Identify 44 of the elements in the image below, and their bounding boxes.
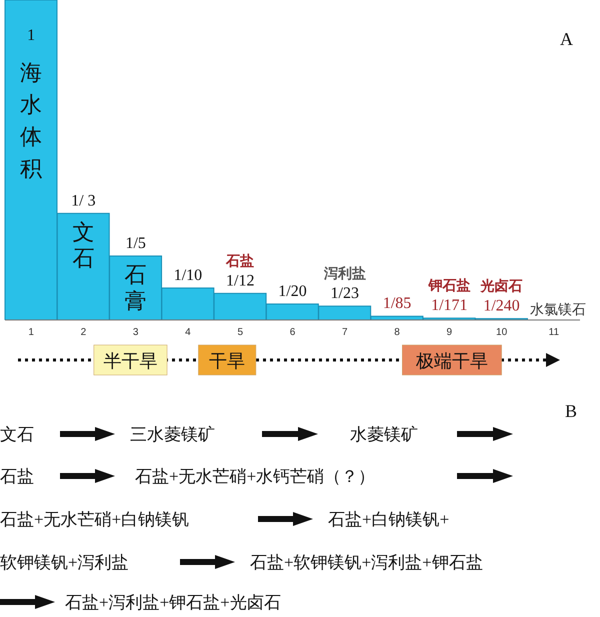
data-label: 1/12 [226, 272, 254, 290]
annotation: 石膏 [124, 262, 147, 313]
annotation: 钾石盐 [427, 278, 470, 294]
text: 水菱镁矿 [350, 425, 418, 444]
x-tick-label: 8 [394, 327, 400, 338]
text: 干旱 [209, 351, 246, 371]
data-label: 1/5 [125, 235, 146, 252]
data-label: 1/ 3 [71, 192, 96, 210]
text: B [565, 401, 578, 421]
text: 石盐+无水芒硝+白钠镁钒 [0, 510, 190, 529]
x-tick-label: 4 [185, 327, 192, 338]
text: 石盐 [0, 467, 34, 486]
text: 石盐+白钠镁钒+ [328, 510, 450, 529]
x-tick-label: 3 [132, 327, 139, 338]
x-tick-label: 7 [342, 327, 348, 338]
data-label: 1 [27, 27, 36, 44]
text: 石盐+无水芒硝+水钙芒硝（？） [135, 467, 376, 486]
annotation: 海水体积 [20, 60, 42, 181]
x-tick-label: 9 [446, 327, 453, 338]
data-label: 1/85 [382, 295, 412, 312]
annotation: A [560, 29, 573, 49]
text: 石盐+泻利盐+钾石盐+光卤石 [65, 593, 281, 612]
x-tick-label: 5 [237, 327, 244, 338]
annotation: 文石 [72, 219, 94, 270]
text: 半干旱 [103, 351, 158, 371]
data-label: 1/20 [278, 283, 307, 300]
annotation: 泻利盐 [322, 266, 366, 282]
x-tick-label: 2 [80, 327, 87, 338]
x-tick-label: 1 [28, 327, 34, 338]
annotation: 石盐 [225, 253, 254, 270]
data-label: 1/240 [483, 298, 520, 315]
annotation: 光卤石 [480, 278, 523, 295]
text: 软钾镁钒+泻利盐 [0, 553, 129, 572]
data-label: 1/23 [330, 285, 359, 302]
text: 文石 [0, 425, 34, 444]
text: 三水菱镁矿 [130, 425, 215, 444]
text: 极端干旱 [414, 351, 488, 371]
data-label: 1/10 [174, 267, 202, 284]
data-label: 1/171 [431, 297, 468, 314]
x-tick-label: 10 [496, 327, 508, 338]
text: 石盐+软钾镁钒+泻利盐+钾石盐 [250, 553, 483, 572]
annotation: 水氯镁石 [530, 302, 586, 318]
x-tick-label: 11 [548, 327, 560, 338]
x-tick-label: 6 [290, 327, 296, 338]
